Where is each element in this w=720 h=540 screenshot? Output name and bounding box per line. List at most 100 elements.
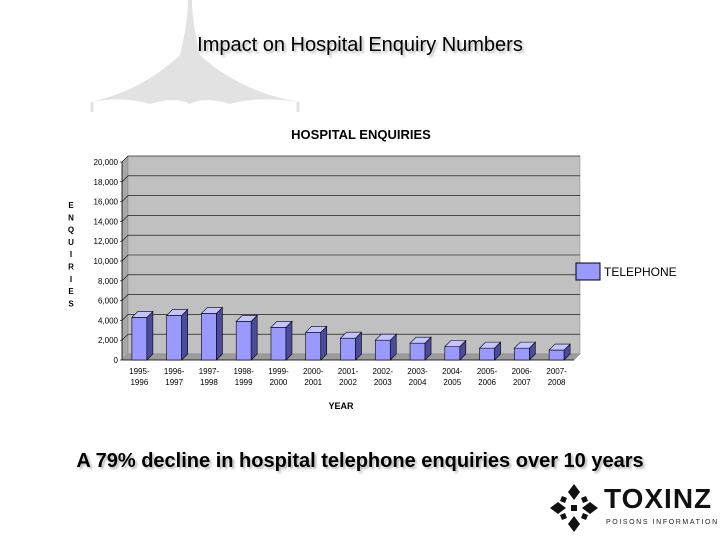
y-axis-label-letter: S <box>68 299 74 308</box>
gridline-depth <box>121 195 129 202</box>
bar-top <box>305 325 328 333</box>
bar-top <box>270 321 293 328</box>
bar-front <box>514 347 530 361</box>
x-tick-label: 2000- <box>303 367 324 376</box>
bar-side <box>146 310 154 361</box>
bar <box>339 331 363 361</box>
gridline-depth <box>121 175 129 183</box>
x-tick-labels: 1995- 1996 1996- 1997 1997- 1998 1998- 1999 1999… <box>129 367 567 387</box>
bar-top <box>444 340 467 347</box>
y-axis-label-letter: R <box>68 263 74 272</box>
gridline-depth <box>121 254 129 262</box>
legend-swatch-telephone <box>575 262 601 281</box>
x-tick-label: 2007 <box>513 378 531 387</box>
x-tick-label: 2004 <box>409 378 427 387</box>
x-tick-label: 2002 <box>339 378 357 387</box>
bar-front <box>374 339 391 361</box>
bar-top <box>478 341 502 349</box>
hospital-enquiries-chart: HOSPITAL ENQUIRIES YEAR ENQUIRIES 02,000… <box>68 127 677 411</box>
bar-top <box>200 307 224 314</box>
y-tick-label: 12,000 <box>94 237 119 246</box>
y-tick-label: 6,000 <box>98 297 119 306</box>
x-tick-label: 1998- <box>233 367 254 376</box>
bar <box>409 336 432 361</box>
chart-title: HOSPITAL ENQUIRIES <box>291 127 431 142</box>
logo-name: TOXINZ <box>604 483 713 514</box>
y-tick-label: 10,000 <box>94 257 119 266</box>
bar <box>374 333 397 361</box>
y-tick-label: 18,000 <box>94 178 119 187</box>
x-tick-label: 1997- <box>199 367 220 376</box>
y-tick-label: 4,000 <box>98 316 119 325</box>
slide-title: Impact on Hospital Enquiry Numbers <box>197 34 523 56</box>
bar <box>200 306 224 361</box>
x-tick-label: 1995- <box>129 367 150 376</box>
toxinz-logo-mark-icon <box>550 484 598 532</box>
bar-top <box>165 309 189 316</box>
x-tick-label: 1996 <box>130 378 148 387</box>
bar <box>513 341 537 361</box>
y-axis-label-letter: E <box>68 287 74 296</box>
x-tick-label: 2001- <box>338 367 359 376</box>
x-tick-label: 2005 <box>443 378 461 387</box>
bar-top <box>513 341 537 349</box>
bar-side <box>181 308 188 361</box>
x-tick-label: 2007- <box>546 367 567 376</box>
x-tick-label: 2003- <box>407 367 428 376</box>
bar-front <box>201 313 217 361</box>
y-axis-label-letter: N <box>68 213 74 222</box>
y-axis-label-letter: I <box>70 275 72 284</box>
x-tick-label: 2008 <box>548 378 566 387</box>
y-tick-label: 20,000 <box>94 158 119 167</box>
bar <box>165 308 189 361</box>
y-tick-label: 16,000 <box>94 198 119 207</box>
x-tick-label: 1996- <box>164 367 185 376</box>
bar-front <box>409 342 426 361</box>
y-axis-label: ENQUIRIES <box>68 201 74 308</box>
bar-front <box>340 337 356 361</box>
y-axis-label-letter: Q <box>68 226 74 235</box>
x-tick-label: 2001 <box>304 378 322 387</box>
bar-top <box>374 333 397 341</box>
bar-front <box>131 317 148 361</box>
bars <box>131 306 571 361</box>
y-axis-label-letter: E <box>68 201 74 210</box>
x-tick-label: 2004- <box>442 367 463 376</box>
gridline-depth <box>121 234 129 242</box>
x-axis-label: YEAR <box>328 401 354 411</box>
x-tick-label: 2003 <box>374 378 392 387</box>
bar-top <box>131 311 154 318</box>
legend: TELEPHONE <box>575 262 677 281</box>
gridline-depth <box>121 294 129 301</box>
bar-front <box>479 347 495 361</box>
bar <box>478 341 502 361</box>
gridline-depth <box>121 314 129 321</box>
bar-front <box>305 331 322 361</box>
x-tick-label: 1997 <box>165 378 183 387</box>
tent-watermark <box>90 0 300 112</box>
bar-front <box>235 321 252 361</box>
x-tick-label: 2006 <box>478 378 496 387</box>
y-tick-label: 14,000 <box>94 217 119 226</box>
y-axis-label-letter: I <box>70 250 72 259</box>
y-tick-label: 0 <box>114 356 119 365</box>
x-tick-label: 1998 <box>200 378 218 387</box>
bar <box>548 343 571 361</box>
gridline-depth <box>121 274 129 282</box>
bar-top <box>409 336 432 344</box>
x-tick-label: 2006- <box>512 367 533 376</box>
x-tick-label: 2000 <box>270 378 288 387</box>
bar-front <box>270 327 287 361</box>
bar-side <box>250 314 258 361</box>
legend-label-telephone: TELEPHONE <box>604 265 677 279</box>
bar-top <box>339 331 363 339</box>
bar-side <box>285 320 293 361</box>
x-tick-label: 2002- <box>373 367 394 376</box>
bar-front <box>548 349 565 361</box>
x-tick-label: 1999 <box>235 378 253 387</box>
y-axis-label-letter: U <box>68 238 74 247</box>
bar <box>305 325 328 361</box>
bar-side <box>216 306 223 361</box>
y-tick-label: 2,000 <box>98 336 119 345</box>
